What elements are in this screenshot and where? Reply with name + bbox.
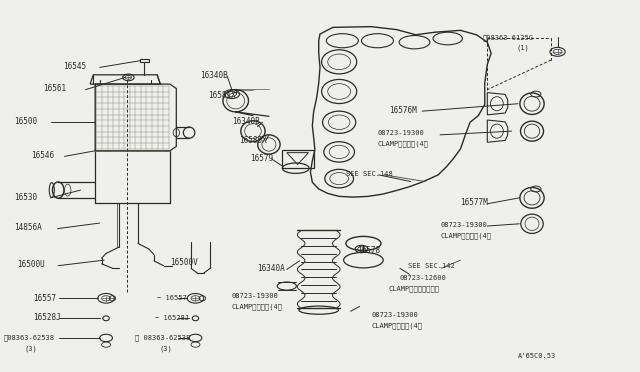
Text: 16500U: 16500U: [17, 260, 44, 269]
Text: 16500: 16500: [14, 117, 37, 126]
Text: 16545: 16545: [63, 62, 86, 71]
Text: 16578: 16578: [357, 246, 380, 255]
Text: 16561: 16561: [44, 84, 67, 93]
Text: 16340B: 16340B: [200, 71, 228, 80]
Text: 16581X: 16581X: [208, 91, 236, 100]
Text: 16340B: 16340B: [232, 117, 260, 126]
Text: Ⓝ08363-6125G: Ⓝ08363-6125G: [483, 35, 534, 41]
Text: CLAMPクランプ(4）: CLAMPクランプ(4）: [371, 323, 422, 329]
Text: CLAMPクランプ大１）: CLAMPクランプ大１）: [389, 286, 440, 292]
Text: 08723-19300: 08723-19300: [378, 130, 424, 137]
Text: (3): (3): [159, 346, 172, 352]
Text: 16577M: 16577M: [461, 198, 488, 207]
Text: CLAMPクランプ(4）: CLAMPクランプ(4）: [440, 233, 491, 239]
Text: 16557: 16557: [33, 294, 56, 303]
Text: A'65C0.53: A'65C0.53: [518, 353, 556, 359]
Text: CLAMPクランプ(4）: CLAMPクランプ(4）: [232, 303, 283, 310]
Text: 08723-19300: 08723-19300: [232, 294, 278, 299]
Text: 14856A: 14856A: [14, 223, 42, 232]
Text: − 16528J: − 16528J: [156, 315, 189, 321]
Text: SEE SEC.148: SEE SEC.148: [346, 171, 392, 177]
Text: 16576M: 16576M: [389, 106, 417, 115]
Text: 16340A: 16340A: [257, 264, 285, 273]
Text: 16579: 16579: [250, 154, 273, 163]
Text: 08723-19300: 08723-19300: [371, 312, 418, 318]
Text: (3): (3): [25, 346, 38, 352]
Text: CLAMPクランプ(4）: CLAMPクランプ(4）: [378, 140, 428, 147]
Text: − 16557: − 16557: [157, 295, 187, 301]
Text: (1): (1): [516, 45, 529, 51]
Text: 16500V: 16500V: [170, 258, 198, 267]
Text: 16546: 16546: [31, 151, 54, 160]
Text: 16530: 16530: [14, 193, 37, 202]
Text: Ⓝ08363-62538: Ⓝ08363-62538: [3, 334, 54, 340]
Text: 16580X: 16580X: [239, 135, 267, 145]
Text: 16528J: 16528J: [33, 313, 60, 322]
Text: Ⓝ 08363-62538: Ⓝ 08363-62538: [135, 334, 190, 340]
Text: SEE SEC.142: SEE SEC.142: [408, 263, 455, 269]
Text: 08723-19300: 08723-19300: [440, 222, 487, 228]
Text: 08723-12600: 08723-12600: [400, 275, 447, 281]
